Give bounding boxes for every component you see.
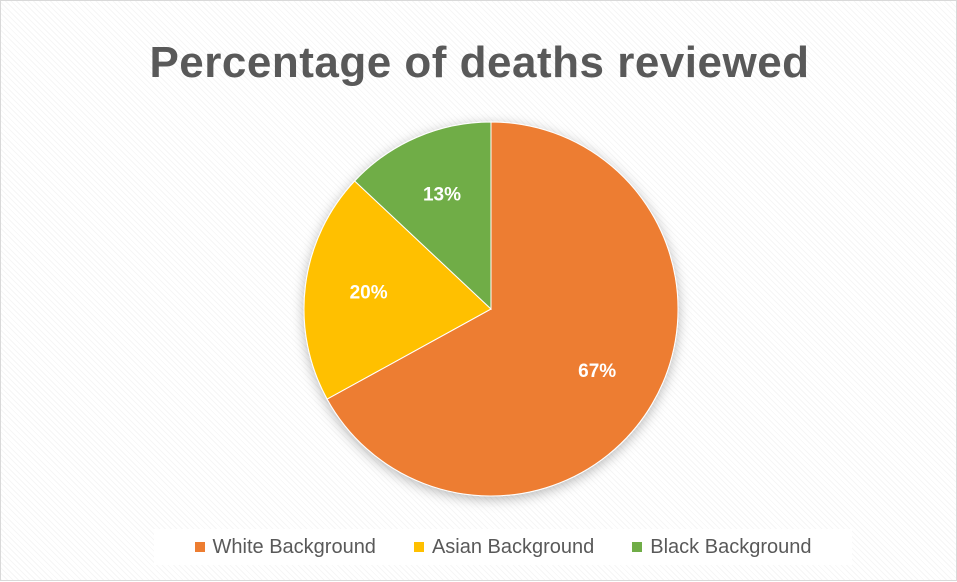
legend-item-asian-background: Asian Background	[413, 535, 595, 559]
pie-slices	[303, 121, 679, 497]
legend-swatch-black-background	[632, 542, 643, 552]
legend-item-black-background: Black Background	[632, 536, 811, 559]
chart-title: Percentage of deaths reviewed	[149, 38, 810, 87]
data-label-white-background: 67%	[578, 361, 616, 382]
legend-item-white-background: White Background	[194, 535, 376, 559]
data-label-asian-background: 20%	[350, 283, 388, 304]
legend: White Background Asian Background Black …	[154, 529, 852, 565]
pie-slice-asian-background	[303, 180, 492, 400]
data-label-black-background: 13%	[423, 185, 461, 206]
legend-label-asian-background: Asian Background	[431, 535, 595, 558]
legend-label-black-background: Black Background	[650, 535, 812, 558]
legend-label-white-background: White Background	[212, 535, 376, 558]
pie-slice-black-background	[353, 121, 492, 311]
legend-swatch-asian-background	[413, 542, 424, 552]
legend-swatch-white-background	[194, 542, 205, 552]
pie-data-labels: 67% 20% 13%	[350, 185, 617, 382]
pie-slice-white-background	[326, 121, 679, 497]
